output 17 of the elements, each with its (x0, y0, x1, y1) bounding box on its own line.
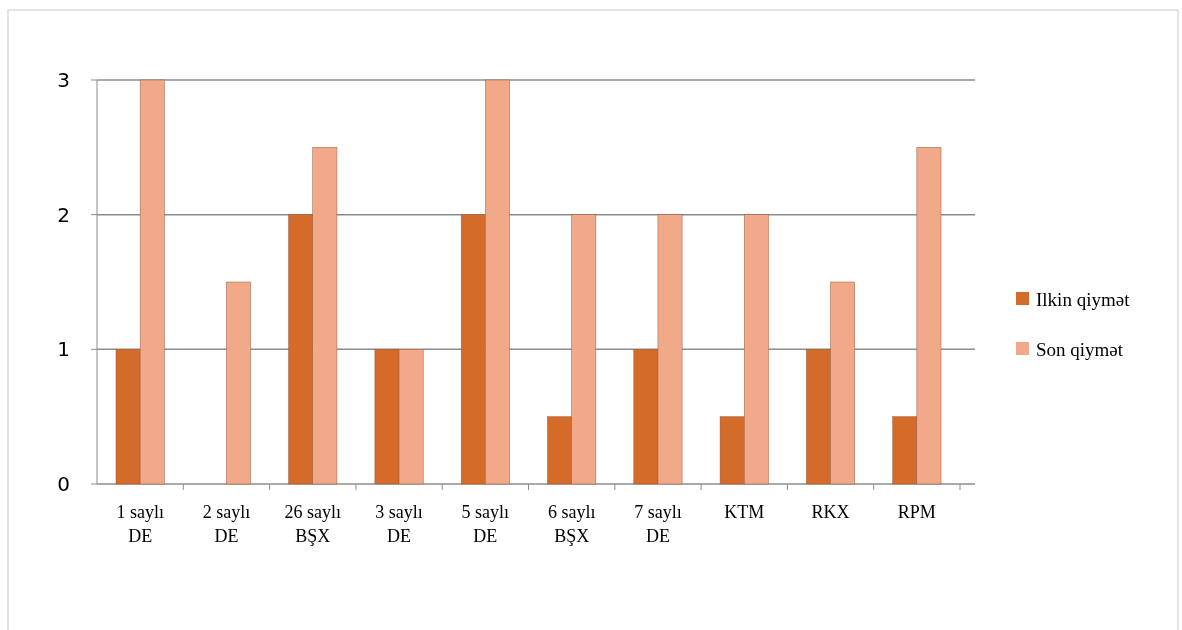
x-tick-label: 1 saylı DE (116, 502, 164, 546)
x-tick-label: 26 saylı BŞX (284, 502, 341, 546)
y-tick-label: 1 (57, 337, 70, 362)
y-tick-label: 3 (57, 68, 70, 92)
y-tick-label: 2 (57, 202, 70, 227)
x-tick-label: 5 saylı DE (461, 502, 510, 546)
legend-label: Son qiymət (1036, 338, 1124, 360)
y-tick-label: 0 (57, 472, 70, 496)
x-tick-label: 6 saylı BŞX (547, 502, 596, 546)
x-tick-label: RPM (897, 502, 936, 522)
bar (226, 281, 251, 485)
x-tick-label: 7 saylı DE (634, 502, 682, 546)
legend-label: Ilkin qiymət (1036, 288, 1131, 310)
x-tick-label: KTM (724, 502, 765, 522)
x-tick-label: 3 saylı DE (375, 502, 423, 546)
x-tick-label: 2 saylı DE (202, 502, 251, 546)
x-tick-label: RKX (811, 502, 850, 522)
